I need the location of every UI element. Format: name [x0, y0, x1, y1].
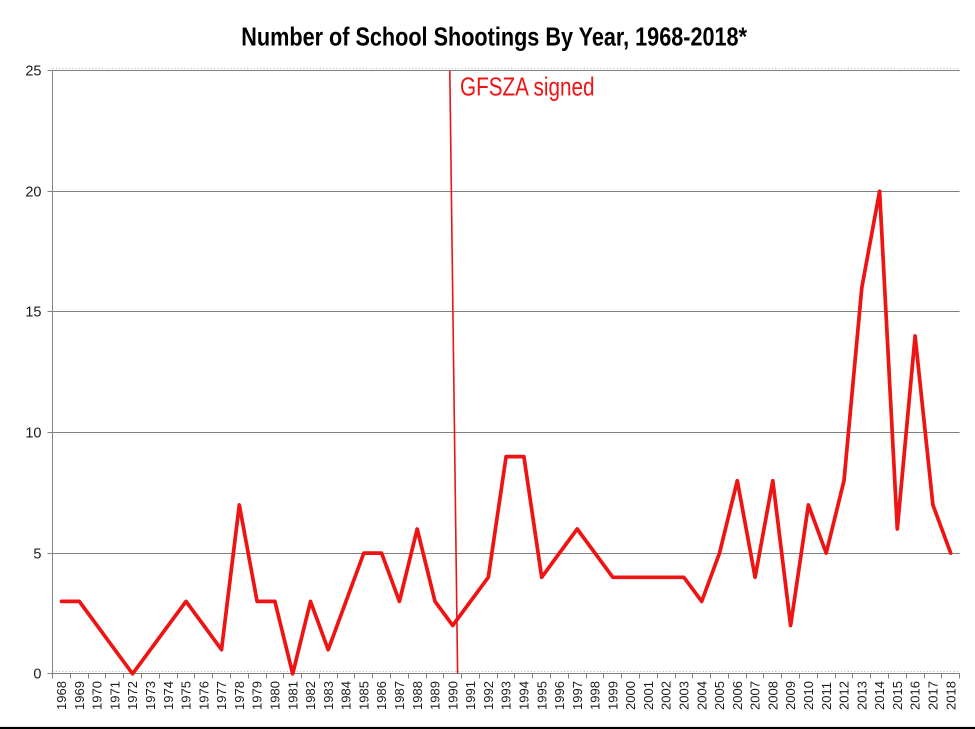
svg-text:1989: 1989: [428, 681, 443, 710]
svg-text:2017: 2017: [926, 681, 941, 710]
svg-text:2006: 2006: [730, 681, 745, 710]
svg-text:1986: 1986: [374, 681, 389, 710]
svg-text:1981: 1981: [285, 681, 300, 710]
svg-text:1998: 1998: [588, 681, 603, 710]
svg-text:1995: 1995: [534, 681, 549, 710]
svg-text:2002: 2002: [659, 681, 674, 710]
svg-text:25: 25: [25, 64, 41, 80]
svg-text:2010: 2010: [801, 681, 816, 710]
svg-text:Number of School Shootings By: Number of School Shootings By Year, 1968…: [241, 22, 747, 52]
svg-text:1970: 1970: [90, 681, 105, 710]
svg-text:1984: 1984: [339, 681, 354, 710]
svg-text:2009: 2009: [783, 681, 798, 710]
svg-text:1990: 1990: [445, 681, 460, 710]
svg-text:1982: 1982: [303, 681, 318, 710]
svg-text:2014: 2014: [872, 681, 887, 710]
svg-text:1973: 1973: [143, 681, 158, 710]
svg-text:1988: 1988: [410, 681, 425, 710]
svg-text:1985: 1985: [356, 681, 371, 710]
svg-text:1975: 1975: [179, 681, 194, 710]
svg-text:1983: 1983: [321, 681, 336, 710]
svg-text:1987: 1987: [392, 681, 407, 710]
svg-text:5: 5: [33, 547, 41, 563]
svg-text:1997: 1997: [570, 681, 585, 710]
svg-text:20: 20: [25, 185, 41, 201]
svg-text:2004: 2004: [694, 681, 709, 710]
svg-text:1994: 1994: [517, 681, 532, 710]
svg-text:1976: 1976: [196, 681, 211, 710]
svg-text:1980: 1980: [268, 681, 283, 710]
svg-text:1968: 1968: [54, 681, 69, 710]
svg-text:2016: 2016: [908, 681, 923, 710]
svg-text:1971: 1971: [107, 681, 122, 710]
svg-text:2001: 2001: [641, 681, 656, 710]
svg-text:2007: 2007: [748, 681, 763, 710]
svg-text:1999: 1999: [605, 681, 620, 710]
svg-text:1969: 1969: [72, 681, 87, 710]
svg-text:2015: 2015: [890, 681, 905, 710]
svg-text:1979: 1979: [250, 681, 265, 710]
svg-text:2011: 2011: [819, 682, 834, 710]
svg-text:15: 15: [25, 305, 41, 321]
svg-text:1996: 1996: [552, 681, 567, 710]
svg-text:1992: 1992: [481, 681, 496, 710]
svg-text:1977: 1977: [214, 681, 229, 710]
svg-text:0: 0: [33, 667, 41, 683]
svg-text:1993: 1993: [499, 681, 514, 710]
svg-text:2008: 2008: [765, 681, 780, 710]
svg-text:GFSZA signed: GFSZA signed: [460, 71, 595, 101]
svg-text:10: 10: [25, 426, 41, 442]
svg-text:2012: 2012: [837, 681, 852, 710]
svg-text:1972: 1972: [125, 681, 140, 710]
svg-text:2000: 2000: [623, 681, 638, 710]
svg-text:1978: 1978: [232, 681, 247, 710]
svg-text:1991: 1991: [463, 681, 478, 710]
svg-text:2018: 2018: [943, 681, 958, 710]
svg-text:2013: 2013: [854, 681, 869, 710]
svg-text:1974: 1974: [161, 681, 176, 710]
svg-text:2005: 2005: [712, 681, 727, 710]
svg-text:2003: 2003: [677, 681, 692, 710]
